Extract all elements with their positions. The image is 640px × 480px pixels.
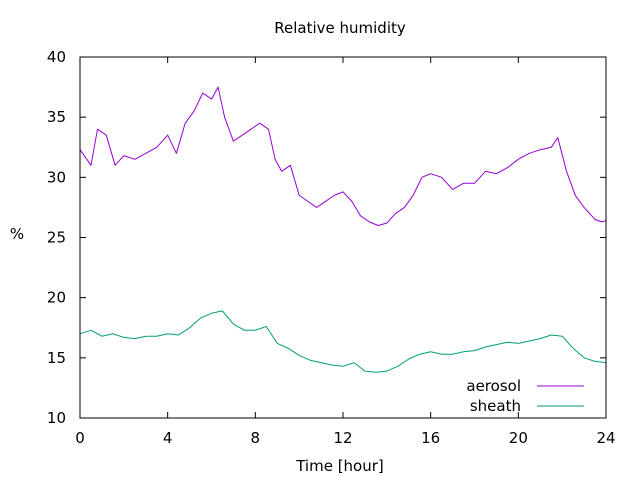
y-tick-label: 10 (47, 409, 66, 427)
x-tick-label: 4 (163, 429, 173, 447)
series-line-sheath (79, 310, 607, 373)
plot-frame (79, 56, 607, 419)
x-tick-label: 12 (333, 429, 352, 447)
axis-ticks: 10 15 20 25 30 35 40 0 4 8 12 16 20 24 (47, 48, 616, 447)
y-tick-label: 25 (47, 229, 66, 247)
x-tick-label: 0 (75, 429, 85, 447)
x-tick-label: 24 (596, 429, 615, 447)
x-axis-label: Time [hour] (295, 457, 384, 475)
y-axis-label: % (10, 225, 24, 243)
chart-title: Relative humidity (274, 19, 406, 37)
series-layer (79, 86, 607, 373)
y-tick-label: 35 (47, 108, 66, 126)
x-tick-label: 8 (251, 429, 261, 447)
x-tick-label: 16 (421, 429, 440, 447)
legend: aerosol sheath (466, 377, 584, 415)
series-line-aerosol (79, 86, 607, 226)
y-tick-label: 40 (47, 48, 66, 66)
x-tick-label: 20 (509, 429, 528, 447)
legend-label-sheath: sheath (470, 397, 521, 415)
y-tick-label: 20 (47, 289, 66, 307)
y-tick-label: 15 (47, 349, 66, 367)
y-tick-label: 30 (47, 168, 66, 186)
legend-label-aerosol: aerosol (466, 377, 521, 395)
